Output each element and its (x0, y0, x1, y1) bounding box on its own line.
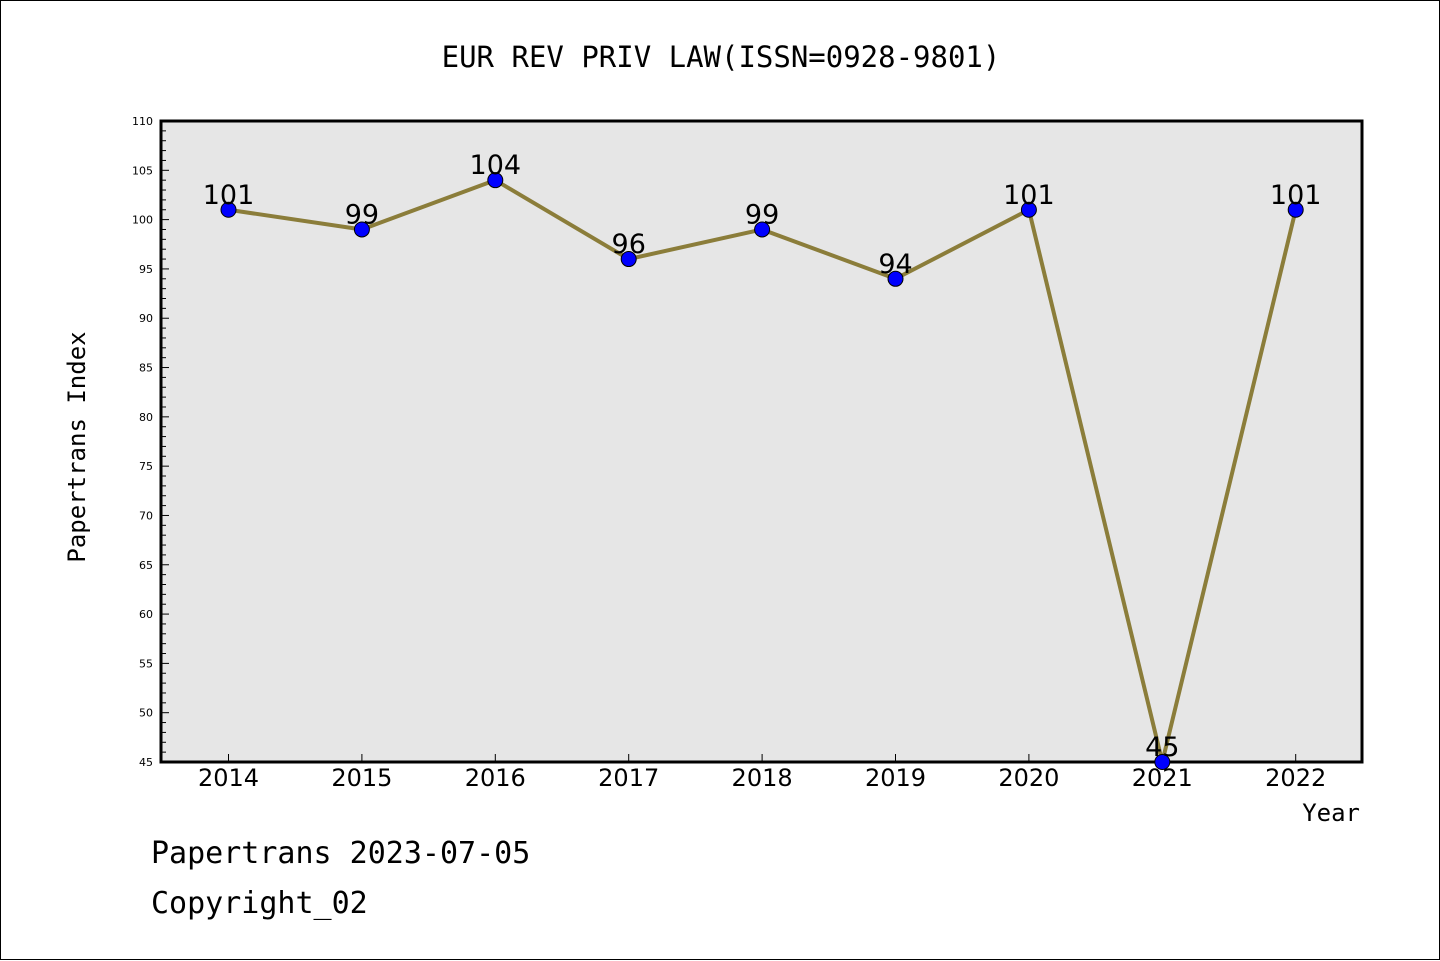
y-tick-label: 55 (139, 657, 153, 670)
y-tick-label: 90 (139, 312, 153, 325)
data-point (1020, 201, 1037, 218)
x-axis-label: Year (1302, 799, 1360, 827)
x-axis: 2014 2015 2016 2017 2018 2019 2020 2021 2022 (198, 754, 1326, 792)
footer-date: Papertrans 2023-07-05 (151, 836, 531, 871)
y-tick-label: 45 (139, 756, 153, 769)
y-axis: 45 50 55 60 65 70 75 80 85 90 95 100 105 110 (132, 115, 169, 769)
y-tick-label: 60 (139, 608, 153, 621)
footer-copyright: Copyright_02 (151, 886, 368, 921)
y-tick-label: 75 (139, 460, 153, 473)
y-tick-label: 95 (139, 263, 153, 276)
x-tick-label: 2014 (198, 764, 259, 792)
y-tick-label: 85 (139, 362, 153, 375)
y-tick-label: 50 (139, 707, 153, 720)
chart-title: EUR REV PRIV LAW(ISSN=0928-9801) (442, 40, 1001, 74)
series-layer: 101 99 104 96 99 94 101 45 101 (203, 150, 1322, 770)
x-tick-label: 2018 (732, 764, 793, 792)
data-point (1287, 201, 1304, 218)
data-point (353, 221, 370, 238)
x-tick-label: 2017 (598, 764, 659, 792)
x-tick-label: 2016 (465, 764, 526, 792)
data-label: 96 (612, 229, 646, 260)
data-label: 101 (1270, 180, 1322, 211)
x-tick-label: 2020 (998, 764, 1059, 792)
x-tick-label: 2019 (865, 764, 926, 792)
y-tick-label: 80 (139, 411, 153, 424)
data-label: 101 (1003, 180, 1055, 211)
data-point (620, 251, 637, 268)
y-tick-label: 110 (132, 115, 153, 128)
data-point (487, 172, 504, 189)
y-tick-label: 65 (139, 559, 153, 572)
y-tick-label: 100 (132, 214, 153, 227)
y-axis-label: Papertrans Index (63, 331, 91, 562)
data-label: 94 (878, 249, 912, 280)
data-point (887, 270, 904, 287)
data-label: 104 (470, 150, 522, 181)
data-label: 99 (745, 199, 779, 230)
data-label: 99 (345, 199, 379, 230)
data-label: 45 (1145, 732, 1179, 763)
data-point (1154, 754, 1171, 770)
y-tick-label: 105 (132, 164, 153, 177)
data-point (220, 201, 237, 218)
data-point (754, 221, 771, 238)
x-tick-label: 2015 (331, 764, 392, 792)
x-tick-label: 2022 (1265, 764, 1326, 792)
y-tick-label: 70 (139, 509, 153, 522)
data-label: 101 (203, 180, 255, 211)
